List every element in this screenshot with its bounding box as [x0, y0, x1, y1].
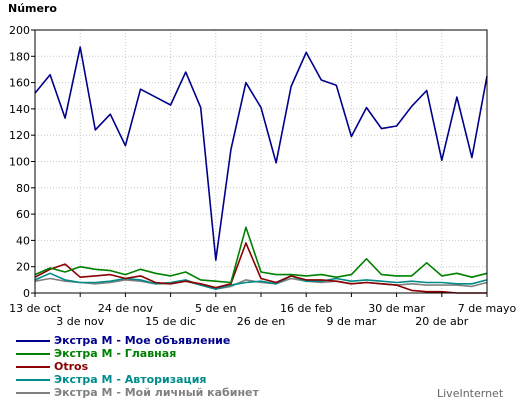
- y-tick-label: 120: [9, 129, 30, 142]
- y-tick-label: 140: [9, 103, 30, 116]
- legend-item: Экстра М - Авторизация: [16, 373, 259, 386]
- y-axis-label: Número: [8, 2, 57, 15]
- legend-item: Экстра М - Главная: [16, 347, 259, 360]
- x-tick-label: 30 de mar: [368, 302, 425, 315]
- legend-item: Экстра М - Мое объявление: [16, 334, 259, 347]
- y-tick-label: 20: [16, 261, 30, 274]
- y-tick-label: 180: [9, 50, 30, 63]
- legend-swatch: [16, 378, 50, 381]
- legend-swatch: [16, 365, 50, 368]
- legend-swatch: [16, 391, 50, 394]
- y-tick-label: 160: [9, 77, 30, 90]
- x-tick-label: 5 de en: [195, 302, 237, 315]
- x-tick-label: 16 de feb: [280, 302, 332, 315]
- x-tick-label: 26 de en: [237, 315, 286, 328]
- legend-item: Экстра М - Мой личный кабинет: [16, 386, 259, 399]
- series-line: [34, 226, 488, 284]
- series-lines: [34, 46, 488, 294]
- x-tick-label: 15 de dic: [145, 315, 196, 328]
- y-tick-label: 60: [16, 208, 30, 221]
- brand-label: LiveInternet: [437, 387, 504, 400]
- x-tick-label: 3 de nov: [56, 315, 104, 328]
- x-tick-label: 13 de oct: [9, 302, 62, 315]
- y-tick-label: 0: [23, 287, 30, 300]
- x-tick-label: 24 de nov: [98, 302, 153, 315]
- series-line: [34, 46, 488, 261]
- legend-label: Otros: [54, 360, 89, 373]
- y-tick-label: 100: [9, 156, 30, 169]
- y-tick-label: 80: [16, 182, 30, 195]
- legend-swatch: [16, 339, 50, 342]
- x-tick-label: 9 de mar: [327, 315, 377, 328]
- x-tick-label: 20 de abr: [415, 315, 468, 328]
- legend-item: Otros: [16, 360, 259, 373]
- series-line: [34, 277, 488, 290]
- plot-frame: [34, 29, 488, 294]
- legend: Экстра М - Мое объявление Экстра М - Глав…: [16, 334, 259, 399]
- legend-label: Экстра М - Мое объявление: [54, 334, 231, 347]
- y-axis-ticks: 0 20 40 60 80 100 120 140 160 180 200: [9, 24, 35, 300]
- x-tick-label: 7 de mayo: [458, 302, 517, 315]
- chart-grid: [34, 29, 488, 294]
- legend-label: Экстра М - Мой личный кабинет: [54, 386, 259, 399]
- series-line: [34, 242, 487, 294]
- y-tick-label: 40: [16, 234, 30, 247]
- legend-label: Экстра М - Главная: [54, 347, 177, 360]
- series-line: [34, 272, 488, 290]
- legend-swatch: [16, 352, 50, 355]
- legend-label: Экстра М - Авторизация: [54, 373, 207, 386]
- y-tick-label: 200: [9, 24, 30, 37]
